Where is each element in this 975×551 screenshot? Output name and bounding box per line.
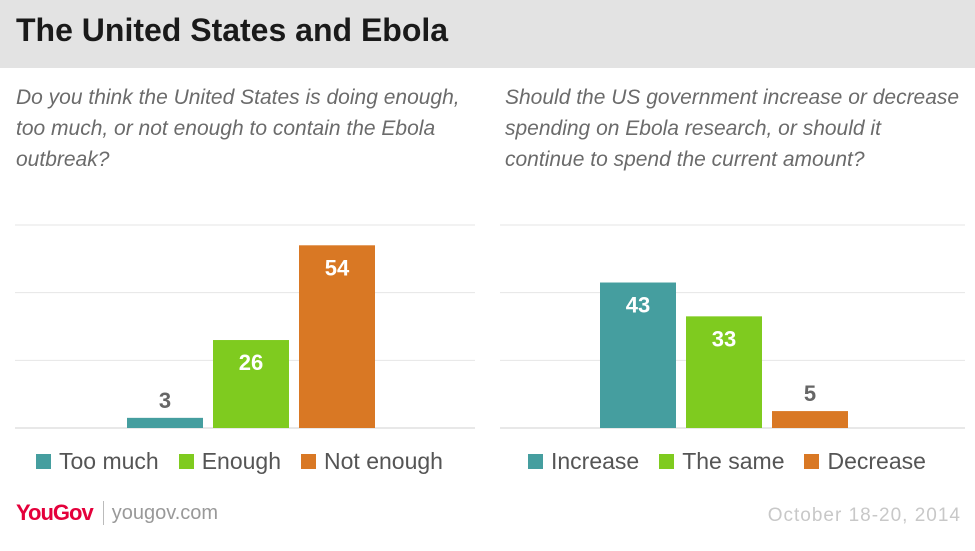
legend-item-enough: Enough bbox=[178, 448, 282, 475]
legend-swatch bbox=[301, 454, 317, 469]
legend-item-not-enough: Not enough bbox=[301, 448, 443, 475]
yougov-logo: YouGov bbox=[16, 500, 94, 525]
bar-decrease bbox=[772, 411, 848, 428]
legend-label: The same bbox=[682, 448, 785, 474]
legend-label: Increase bbox=[551, 448, 640, 474]
chart-title: The United States and Ebola bbox=[16, 12, 449, 48]
legend-label: Decrease bbox=[827, 448, 926, 474]
survey-date: October 18-20, 2014 bbox=[767, 505, 961, 526]
bar-the-same bbox=[686, 316, 762, 428]
bar-chart-1: 3 26 54 bbox=[15, 224, 475, 429]
legend-item-too-much: Too much bbox=[36, 448, 159, 475]
data-label: 54 bbox=[325, 255, 350, 280]
bar-increase bbox=[600, 282, 676, 428]
legend-label: Too much bbox=[59, 448, 159, 474]
data-label: 3 bbox=[159, 388, 171, 413]
data-label: 43 bbox=[626, 293, 650, 318]
legend-item-decrease: Decrease bbox=[804, 448, 926, 475]
bar-chart-2-svg: 43 33 5 bbox=[500, 224, 965, 429]
legend-label: Enough bbox=[201, 448, 282, 474]
data-label: 26 bbox=[239, 350, 263, 375]
bar-too-much bbox=[127, 417, 203, 428]
data-label: 33 bbox=[712, 326, 736, 351]
header-bar: The United States and Ebola bbox=[0, 0, 975, 68]
brand: YouGov yougov.com bbox=[16, 500, 218, 526]
bar-enough bbox=[213, 340, 289, 428]
question-2: Should the US government increase or dec… bbox=[505, 86, 960, 171]
legend-label: Not enough bbox=[324, 448, 443, 474]
data-label: 5 bbox=[804, 381, 816, 406]
legend-swatch bbox=[804, 454, 820, 469]
brand-divider bbox=[102, 501, 104, 525]
bar-not-enough bbox=[299, 245, 375, 428]
legend-1: Too much Enough Not enough bbox=[36, 448, 463, 475]
site-link[interactable]: yougov.com bbox=[111, 501, 219, 524]
legend-item-increase: Increase bbox=[528, 448, 639, 475]
legend-swatch bbox=[36, 454, 51, 469]
legend-2: Increase The same Decrease bbox=[528, 448, 946, 475]
question-1: Do you think the United States is doing … bbox=[16, 86, 460, 171]
legend-swatch bbox=[528, 454, 543, 469]
legend-item-the-same: The same bbox=[659, 448, 784, 475]
bar-chart-2: 43 33 5 bbox=[500, 224, 965, 429]
bar-chart-1-svg: 3 26 54 bbox=[15, 224, 475, 429]
legend-swatch bbox=[659, 454, 675, 469]
legend-swatch bbox=[178, 454, 194, 469]
